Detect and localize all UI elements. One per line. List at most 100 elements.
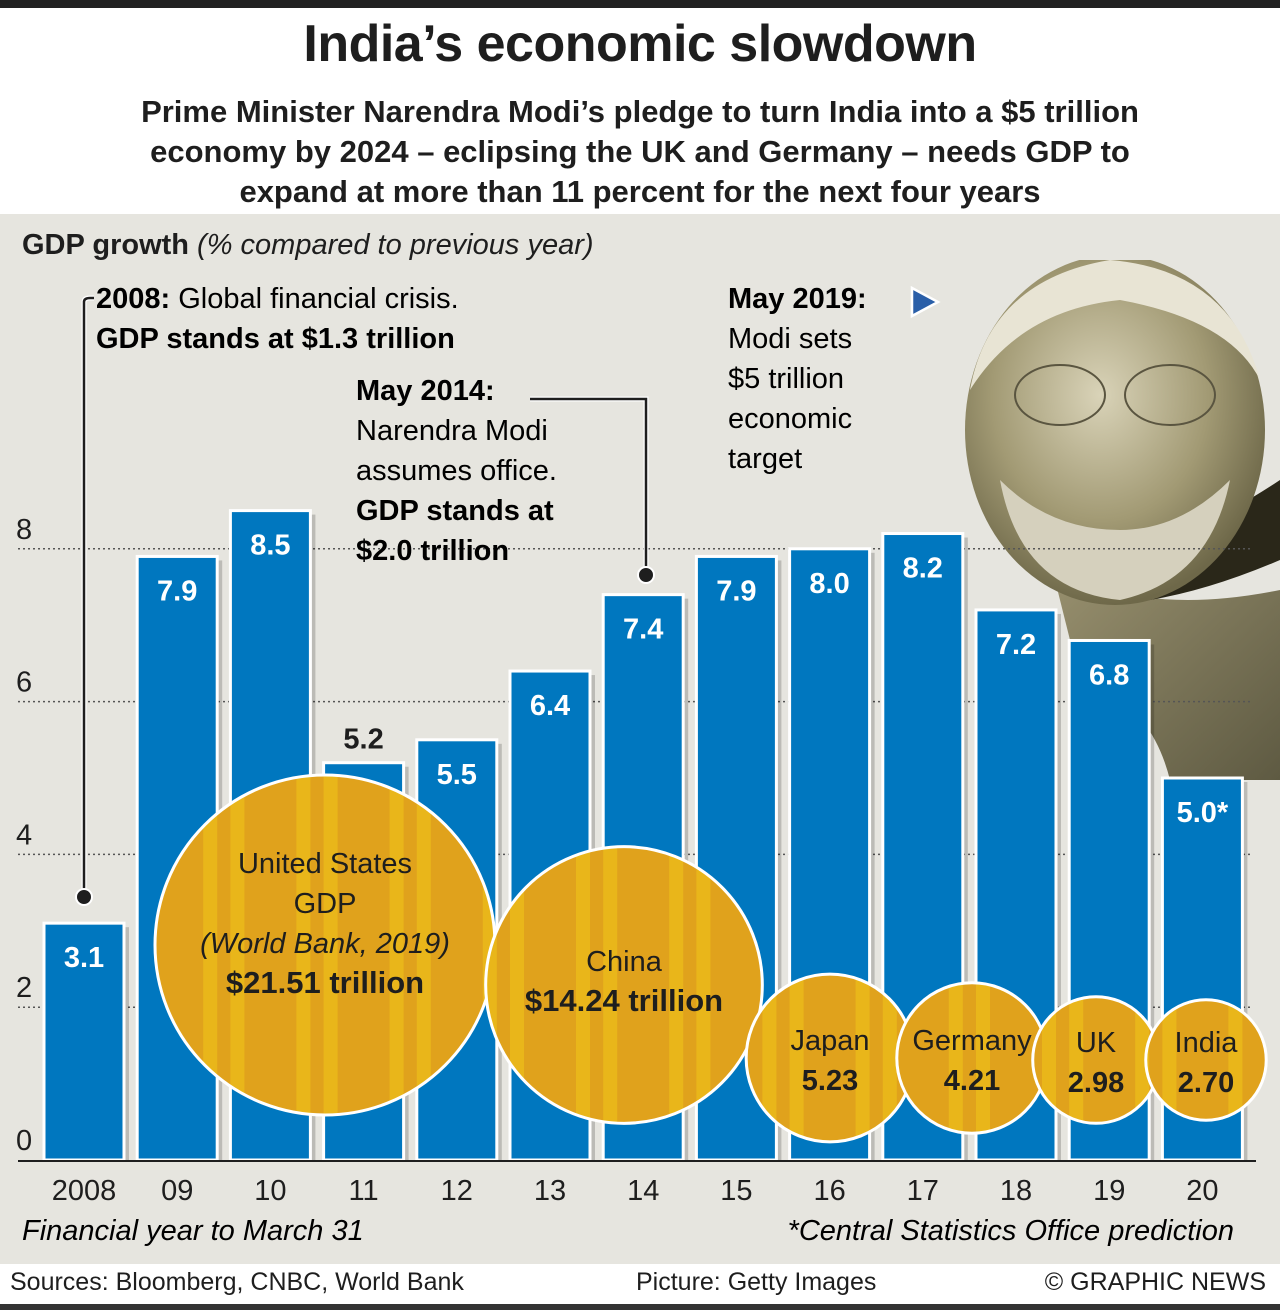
annotation-2014-head: May 2014: xyxy=(356,375,495,407)
bar-value-label: 7.9 xyxy=(157,575,197,607)
x-tick-label: 2008 xyxy=(52,1175,117,1207)
footnote: *Central Statistics Office prediction xyxy=(788,1215,1234,1247)
annotation-2014-dot xyxy=(637,566,655,584)
bubble-label: India xyxy=(1175,1027,1239,1059)
bubble-label: $21.51 trillion xyxy=(226,965,424,1000)
picture-credit: Picture: Getty Images xyxy=(636,1268,877,1296)
play-arrow-icon xyxy=(910,285,941,319)
subtitle: Prime Minister Narendra Modi’s pledge to… xyxy=(60,92,1220,212)
bar-2008 xyxy=(42,921,126,1162)
annotation-2014: May 2014: Narendra Modi assumes office. … xyxy=(356,375,655,584)
annotation-2019-line: target xyxy=(728,443,802,475)
annotation-2008: 2008: Global financial crisis. GDP stand… xyxy=(75,283,459,906)
x-tick-label: 18 xyxy=(1000,1175,1032,1207)
bar-value-label: 5.2 xyxy=(343,724,383,756)
bar-value-label: 7.4 xyxy=(623,614,663,646)
x-tick-label: 15 xyxy=(720,1175,752,1207)
bar-value-label: 5.5 xyxy=(437,759,477,791)
x-tick-label: 13 xyxy=(534,1175,566,1207)
portrait-shawl xyxy=(1050,560,1280,780)
annotation-2014-line: Narendra Modi xyxy=(356,415,548,447)
bubble-china: China $14.24 trillion xyxy=(484,845,764,1125)
copyright-credit: © GRAPHIC NEWS xyxy=(1044,1268,1266,1296)
bubble-circle xyxy=(485,846,763,1124)
annotation-2008-line1: 2008: Global financial crisis. xyxy=(96,283,459,315)
chart-title-note: (% compared to previous year) xyxy=(197,229,594,261)
bubble-stripes xyxy=(485,846,711,1124)
bar-value-label: 6.4 xyxy=(530,690,570,722)
annotation-2019-head: May 2019: xyxy=(728,283,867,315)
bar-value-label: 3.1 xyxy=(64,942,104,974)
bubble-label: $14.24 trillion xyxy=(525,983,723,1018)
annotation-2014-line: $2.0 trillion xyxy=(356,535,509,567)
bubble-label: (World Bank, 2019) xyxy=(200,928,450,960)
bubble-label: 2.70 xyxy=(1178,1067,1234,1099)
bar-value-label: 7.9 xyxy=(716,575,756,607)
x-tick-label: 14 xyxy=(627,1175,659,1207)
annotation-2019-line: economic xyxy=(728,403,852,435)
bubble-germany: Germany 4.21 xyxy=(895,981,1049,1135)
bar-value-label: 8.0 xyxy=(809,568,849,600)
portrait-glasses-right xyxy=(1124,364,1216,426)
bubble-label: Japan xyxy=(790,1025,869,1057)
annotation-2008-leader xyxy=(81,295,94,900)
bubble-label: 4.21 xyxy=(944,1065,1000,1097)
annotation-2019-line: Modi sets xyxy=(728,323,852,355)
subtitle-line: Prime Minister Narendra Modi’s pledge to… xyxy=(141,94,1139,129)
bubble-uk: UK 2.98 xyxy=(1031,995,1161,1125)
y-tick-label: 6 xyxy=(16,667,32,699)
x-tick-label: 17 xyxy=(907,1175,939,1207)
sources-text: Sources: Bloomberg, CNBC, World Bank xyxy=(10,1268,464,1296)
annotation-2019: May 2019: Modi sets $5 trillion economic… xyxy=(728,283,941,475)
x-tick-label: 20 xyxy=(1186,1175,1218,1207)
bubble-label: UK xyxy=(1076,1027,1117,1059)
bar-value-label: 8.2 xyxy=(903,553,943,585)
bar-value-label: 8.5 xyxy=(250,530,290,562)
x-tick-label: 19 xyxy=(1093,1175,1125,1207)
annotation-2014-line: assumes office. xyxy=(356,455,557,487)
top-rule xyxy=(0,0,1280,8)
footer: Sources: Bloomberg, CNBC, World Bank Pic… xyxy=(0,1264,1280,1304)
x-axis-label: Financial year to March 31 xyxy=(22,1215,364,1247)
annotation-2014-line: GDP stands at xyxy=(356,495,554,527)
bubble-label: United States xyxy=(238,848,412,880)
bar-value-labels: 3.1 7.9 8.5 5.2 5.5 6.4 7.4 7.9 8.0 8.2 7.2 6.8 5.0* xyxy=(64,530,1229,975)
bubble-stripes xyxy=(1145,999,1243,1121)
bubble-circle xyxy=(746,974,914,1142)
gdp-bubbles: United States GDP (World Bank, 2019) $21.51… xyxy=(153,773,1268,1144)
x-tick-label: 12 xyxy=(441,1175,473,1207)
bubble-india: India 2.70 xyxy=(1144,998,1268,1122)
bottom-rule xyxy=(0,1304,1280,1310)
bubble-label: 2.98 xyxy=(1068,1067,1124,1099)
y-tick-label: 0 xyxy=(16,1125,32,1157)
annotation-2008-dot xyxy=(75,888,93,906)
bubble-label: China xyxy=(586,946,663,978)
y-axis-ticks: 0 2 4 6 8 xyxy=(16,514,32,1157)
portrait-glasses-left xyxy=(1014,364,1106,426)
bubble-circle xyxy=(1032,996,1160,1124)
subtitle-line: economy by 2024 – eclipsing the UK and G… xyxy=(150,134,1130,169)
chart-title: GDP growth (% compared to previous year) xyxy=(22,229,594,261)
portrait-image xyxy=(965,260,1280,780)
portrait-beard xyxy=(1000,480,1230,600)
x-tick-label: 11 xyxy=(349,1175,379,1207)
bar-value-label: 7.2 xyxy=(996,629,1036,661)
bubble-stripes xyxy=(762,974,897,1142)
portrait-hair xyxy=(970,260,1260,390)
bubble-stripes xyxy=(1042,996,1150,1124)
bar-value-label: 5.0* xyxy=(1177,797,1229,829)
bubble-circle xyxy=(896,982,1048,1134)
chart-title-main: GDP growth xyxy=(22,229,189,261)
bubble-japan: Japan 5.23 xyxy=(744,972,916,1144)
subtitle-line: expand at more than 11 percent for the n… xyxy=(239,174,1041,209)
bar-value-label: 6.8 xyxy=(1089,659,1129,691)
annotation-2014-leader xyxy=(530,397,648,575)
y-tick-label: 2 xyxy=(16,972,32,1004)
y-tick-label: 8 xyxy=(16,514,32,546)
bubble-outline xyxy=(1144,998,1268,1122)
bubble-label: GDP xyxy=(294,888,357,920)
bubble-label: 5.23 xyxy=(802,1065,858,1097)
bubble-outline xyxy=(484,845,764,1125)
x-axis-ticks: 2008 09 10 11 12 13 14 15 16 17 18 19 20 xyxy=(52,1175,1219,1207)
bubble-united-states: United States GDP (World Bank, 2019) $21.51… xyxy=(153,773,497,1117)
